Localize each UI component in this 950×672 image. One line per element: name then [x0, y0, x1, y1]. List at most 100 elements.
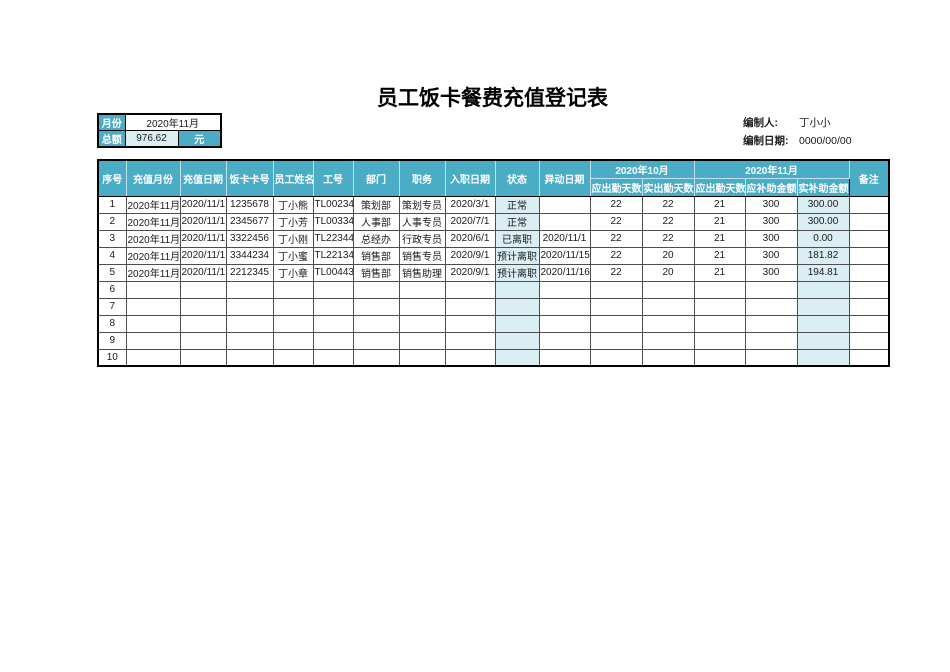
- data-cell: [225, 331, 274, 350]
- data-cell: 2020/11/1: [179, 263, 227, 282]
- data-cell: 300: [744, 195, 798, 214]
- data-cell: 丁小章: [272, 263, 314, 282]
- column-header: 状态: [494, 159, 540, 197]
- sub-column-header: 应补助金额: [744, 177, 798, 197]
- data-cell: 21: [693, 229, 746, 248]
- data-cell: [225, 280, 274, 299]
- sub-column-header: 实补助金额: [796, 177, 850, 197]
- data-cell: [179, 314, 227, 333]
- data-cell: [125, 348, 181, 367]
- data-cell: [494, 314, 540, 333]
- data-cell: 2020/9/1: [444, 263, 496, 282]
- data-cell: 300.00: [796, 195, 850, 214]
- data-cell: 20: [641, 263, 695, 282]
- data-cell: [225, 348, 274, 367]
- row-number-cell: 4: [97, 246, 127, 265]
- data-cell: [125, 331, 181, 350]
- data-cell: 3344234: [225, 246, 274, 265]
- data-cell: 194.81: [796, 263, 850, 282]
- month-group-header: 2020年11月: [693, 159, 850, 179]
- data-cell: [693, 280, 746, 299]
- data-cell: 销售部: [352, 263, 400, 282]
- data-cell: [796, 297, 850, 316]
- data-cell: 正常: [494, 212, 540, 231]
- table-row: 9: [97, 331, 890, 350]
- data-cell: 22: [589, 246, 643, 265]
- data-cell: 人事部: [352, 212, 400, 231]
- data-cell: [641, 331, 695, 350]
- data-cell: [352, 331, 400, 350]
- data-cell: 22: [641, 212, 695, 231]
- data-cell: [272, 348, 314, 367]
- summary-box: 月份 2020年11月 总额 976.62 元: [97, 113, 222, 148]
- data-cell: 22: [589, 212, 643, 231]
- data-cell: [444, 297, 496, 316]
- data-cell: [352, 314, 400, 333]
- data-cell: [179, 280, 227, 299]
- data-cell: 行政专员: [398, 229, 446, 248]
- prepared-date-value: 0000/00/00: [799, 135, 852, 147]
- data-cell: 2212345: [225, 263, 274, 282]
- row-number-cell: 3: [97, 229, 127, 248]
- row-number-cell: 5: [97, 263, 127, 282]
- data-cell: [848, 263, 890, 282]
- data-cell: [398, 348, 446, 367]
- month-value-cell: 2020年11月: [124, 113, 222, 131]
- data-cell: [693, 297, 746, 316]
- data-cell: [589, 280, 643, 299]
- data-cell: [538, 297, 591, 316]
- data-cell: [538, 195, 591, 214]
- data-cell: TL22134: [312, 246, 354, 265]
- data-cell: [589, 314, 643, 333]
- data-cell: 2020/11/1: [179, 212, 227, 231]
- row-number-cell: 2: [97, 212, 127, 231]
- data-cell: [848, 331, 890, 350]
- data-cell: [125, 314, 181, 333]
- data-cell: [494, 297, 540, 316]
- table-body: 1 2020年11月 2020/11/1 1235678 丁小熊 TL00234 策划部 策划…: [97, 195, 890, 367]
- data-cell: [179, 348, 227, 367]
- data-cell: [589, 297, 643, 316]
- data-cell: 181.82: [796, 246, 850, 265]
- data-cell: [125, 280, 181, 299]
- data-cell: [848, 212, 890, 231]
- data-cell: 2020/9/1: [444, 246, 496, 265]
- data-cell: [352, 297, 400, 316]
- data-cell: [538, 314, 591, 333]
- table-row: 5 2020年11月 2020/11/1 2212345 丁小章 TL00443 销售部 销售…: [97, 263, 890, 282]
- data-cell: [444, 331, 496, 350]
- data-cell: 22: [589, 195, 643, 214]
- column-header: 员工姓名: [272, 159, 314, 197]
- data-cell: [444, 280, 496, 299]
- row-number-cell: 1: [97, 195, 127, 214]
- column-header: 异动日期: [538, 159, 591, 197]
- data-cell: [744, 280, 798, 299]
- data-cell: 0.00: [796, 229, 850, 248]
- prepared-date-row: 编制日期: 0000/00/00: [743, 132, 888, 150]
- data-cell: [494, 280, 540, 299]
- data-cell: [641, 280, 695, 299]
- data-cell: 2020年11月: [125, 212, 181, 231]
- data-cell: 丁小刚: [272, 229, 314, 248]
- data-cell: 300.00: [796, 212, 850, 231]
- data-cell: [848, 229, 890, 248]
- data-cell: [848, 297, 890, 316]
- data-cell: [538, 331, 591, 350]
- data-cell: 2020/11/1: [179, 195, 227, 214]
- data-cell: [744, 331, 798, 350]
- table-row: 7: [97, 297, 890, 316]
- data-cell: [641, 297, 695, 316]
- data-cell: [444, 348, 496, 367]
- prepared-by-label: 编制人:: [743, 117, 778, 129]
- column-header: 备注: [848, 159, 890, 197]
- sub-column-header: 实出勤天数: [641, 177, 695, 197]
- data-cell: 2020年11月: [125, 195, 181, 214]
- data-cell: 策划专员: [398, 195, 446, 214]
- data-cell: [796, 348, 850, 367]
- data-cell: 2020/3/1: [444, 195, 496, 214]
- data-cell: 2020/6/1: [444, 229, 496, 248]
- prepared-by-value: 丁小小: [799, 117, 831, 129]
- data-cell: [848, 195, 890, 214]
- data-cell: [312, 314, 354, 333]
